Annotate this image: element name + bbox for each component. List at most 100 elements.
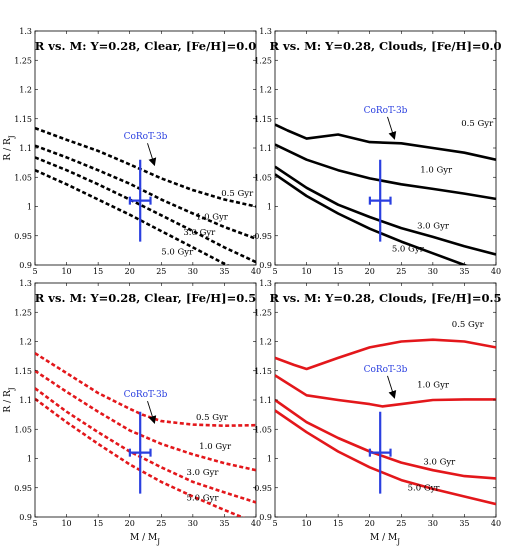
x-tick-label: 30 — [428, 519, 438, 528]
y-tick-label: 1 — [27, 455, 32, 464]
curve-label: 0.5 Gyr — [452, 320, 485, 330]
x-axis: 5 10 15 20 25 30 35 40 — [272, 31, 501, 276]
y-tick-label: 1.1 — [19, 144, 32, 153]
corot-3b-marker: CoRoT-3b — [364, 106, 408, 242]
curve-label: 5.0 Gyr — [187, 494, 220, 504]
y-axis: 0.9 0.95 1 1.05 1.1 1.15 1.2 1.25 1.3 — [254, 27, 496, 270]
panel-1: 5 10 15 20 25 30 35 40 0.9 0.95 1 1.05 1.1 1.15 1.2 1.… — [254, 27, 501, 276]
x-axis: 5 10 15 20 25 30 35 40 — [32, 283, 261, 528]
object-arrow — [147, 143, 157, 167]
x-tick-label: 5 — [272, 519, 277, 528]
curve-label: 0.5 Gyr — [461, 119, 494, 129]
object-label: CoRoT-3b — [124, 390, 168, 400]
y-tick-label: 1.25 — [254, 308, 272, 317]
y-tick-label: 1.2 — [259, 338, 272, 347]
y-tick-label: 1.1 — [259, 144, 272, 153]
curve-3-0-gyr — [275, 398, 496, 480]
curve-label: 1.0 Gyr — [417, 381, 450, 391]
x-tick-label: 15 — [93, 267, 103, 276]
y-tick-label: 1.1 — [259, 396, 272, 405]
y-axis-label-text: R / RJ — [3, 135, 16, 160]
y-axis: 0.9 0.95 1 1.05 1.1 1.15 1.2 1.25 1.3 — [14, 279, 256, 522]
curve-1-0-gyr — [35, 144, 256, 240]
object-arrow — [387, 375, 397, 399]
object-arrow — [147, 400, 157, 425]
x-tick-label: 40 — [491, 267, 501, 276]
curve-labels: 0.5 Gyr 1.0 Gyr 3.0 Gyr 5.0 Gyr — [392, 119, 494, 255]
y-tick-label: 1.05 — [254, 425, 272, 434]
x-tick-label: 35 — [459, 519, 469, 528]
curve-label: 5.0 Gyr — [161, 247, 194, 257]
curve-label: 3.0 Gyr — [187, 468, 220, 478]
x-tick-label: 10 — [301, 519, 311, 528]
x-tick-label: 15 — [93, 519, 103, 528]
x-tick-label: 5 — [32, 267, 37, 276]
y-tick-label: 1 — [267, 203, 272, 212]
x-tick-label: 10 — [61, 267, 71, 276]
y-tick-label: 1.05 — [254, 173, 272, 182]
x-tick-label: 30 — [188, 267, 198, 276]
x-tick-label: 20 — [125, 519, 135, 528]
x-tick-label: 20 — [365, 519, 375, 528]
curve-1-0-gyr — [275, 374, 496, 408]
curve-label: 3.0 Gyr — [423, 457, 456, 467]
x-tick-label: 30 — [188, 519, 198, 528]
object-label: CoRoT-3b — [124, 132, 168, 142]
y-tick-label: 1.3 — [19, 279, 32, 288]
y-tick-label: 0.95 — [254, 232, 272, 241]
y-tick-label: 0.9 — [19, 513, 32, 522]
curve-label: 3.0 Gyr — [417, 222, 450, 232]
y-tick-label: 1.15 — [14, 115, 32, 124]
object-label: CoRoT-3b — [364, 106, 408, 116]
x-axis-label-right: M / MJ — [370, 533, 400, 546]
x-tick-label: 20 — [365, 267, 375, 276]
plot-area-frame — [274, 30, 497, 266]
y-tick-label: 1.05 — [14, 425, 32, 434]
y-tick-label: 1.05 — [14, 173, 32, 182]
panel-title: R vs. M: Y=0.28, Clear, [Fe/H]=0.0 — [35, 39, 257, 53]
y-tick-label: 1.2 — [19, 86, 32, 95]
y-tick-label: 1.15 — [254, 115, 272, 124]
y-tick-label: 1.25 — [254, 56, 272, 65]
y-tick-label: 1.2 — [19, 338, 32, 347]
curve-0-5-gyr — [275, 338, 496, 371]
panel-title: R vs. M: Y=0.28, Clear, [Fe/H]=0.5 — [35, 291, 257, 305]
x-tick-label: 40 — [251, 267, 261, 276]
y-axis-label-text: R / RJ — [3, 387, 16, 412]
curve-5-0-gyr — [275, 173, 469, 265]
object-label: CoRoT-3b — [364, 365, 408, 375]
x-tick-label: 10 — [61, 519, 71, 528]
x-axis: 5 10 15 20 25 30 35 40 — [32, 31, 261, 276]
x-axis: 5 10 15 20 25 30 35 40 — [272, 283, 501, 528]
model-curves — [275, 123, 496, 265]
panel-3: 5 10 15 20 25 30 35 40 0.9 0.95 1 1.05 1.1 1.15 1.2 1.… — [254, 279, 501, 528]
curve-label: 1.0 Gyr — [199, 442, 232, 452]
x-tick-label: 30 — [428, 267, 438, 276]
x-tick-label: 35 — [219, 267, 229, 276]
curve-labels: 0.5 Gyr 1.0 Gyr 3.0 Gyr 5.0 Gyr — [408, 320, 485, 494]
curve-0-5-gyr — [275, 123, 496, 161]
y-tick-label: 1.2 — [259, 86, 272, 95]
y-tick-label: 0.95 — [254, 484, 272, 493]
y-tick-label: 0.9 — [259, 261, 272, 270]
y-tick-label: 1 — [267, 455, 272, 464]
x-tick-label: 25 — [396, 519, 406, 528]
panel-title: R vs. M: Y=0.28, Clouds, [Fe/H]=0.0 — [269, 39, 501, 53]
panel-title: R vs. M: Y=0.28, Clouds, [Fe/H]=0.5 — [269, 291, 501, 305]
x-axis-label-left: M / MJ — [130, 533, 160, 546]
curve-label: 0.5 Gyr — [221, 189, 254, 199]
y-tick-label: 1.3 — [259, 27, 272, 36]
y-axis: 0.9 0.95 1 1.05 1.1 1.15 1.2 1.25 1.3 — [14, 27, 256, 270]
x-tick-label: 15 — [333, 519, 343, 528]
corot-3b-marker: CoRoT-3b — [364, 365, 408, 494]
curve-label: 3.0 Gyr — [183, 228, 216, 238]
x-tick-label: 25 — [396, 267, 406, 276]
corot-3b-marker: CoRoT-3b — [124, 132, 168, 242]
curve-label: 1.0 Gyr — [420, 166, 453, 176]
y-tick-label: 0.9 — [19, 261, 32, 270]
curve-3-0-gyr — [275, 165, 496, 256]
curve-label: 0.5 Gyr — [196, 413, 229, 423]
y-tick-label: 1.1 — [19, 396, 32, 405]
curve-labels: 0.5 Gyr 1.0 Gyr 3.0 Gyr 5.0 Gyr — [161, 189, 254, 258]
